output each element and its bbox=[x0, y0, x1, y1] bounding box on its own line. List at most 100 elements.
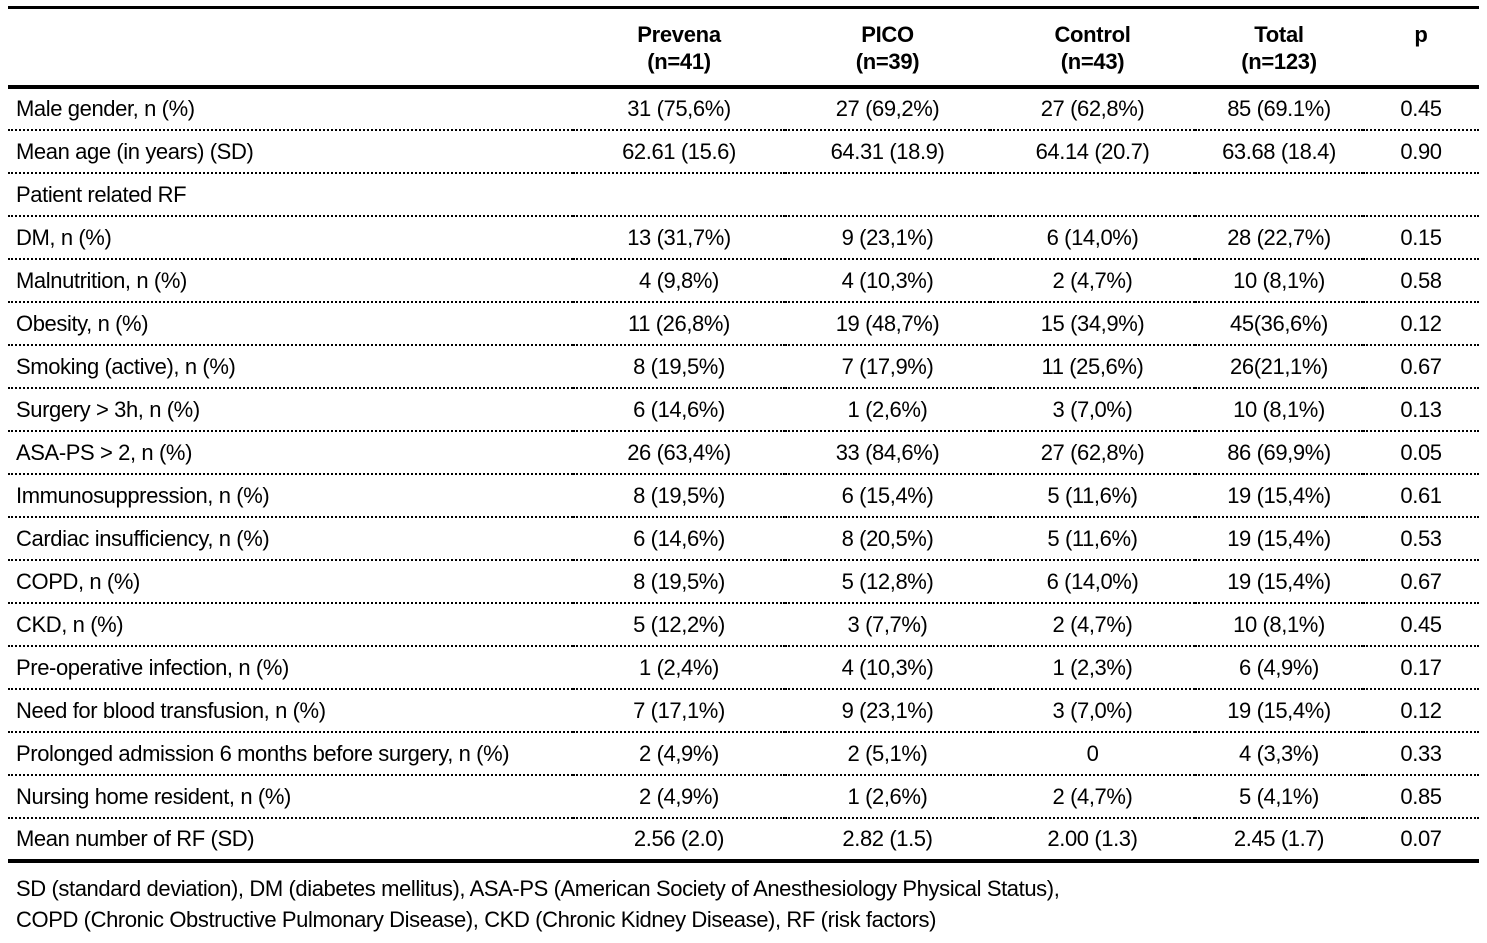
column-header-empty bbox=[8, 8, 573, 88]
table-row: COPD, n (%) 8 (19,5%) 5 (12,8%) 6 (14,0%) 19… bbox=[8, 560, 1479, 603]
cell-value: 86 (69,9%) bbox=[1227, 439, 1331, 465]
cell-value: 2.82 (1.5) bbox=[842, 826, 933, 851]
cell-value: 6 (14,0%) bbox=[1046, 568, 1139, 594]
table-row: Immunosuppression, n (%) 8 (19,5%) 6 (15,4… bbox=[8, 474, 1479, 517]
cell-value: 0.90 bbox=[1400, 138, 1442, 164]
cell-value: 19 (15,4%) bbox=[1227, 482, 1331, 508]
table-footnote: SD (standard deviation), DM (diabetes me… bbox=[8, 863, 1479, 935]
cell-value: 1 (2,4%) bbox=[639, 654, 719, 680]
cell-value: 9 (23,1%) bbox=[841, 224, 934, 250]
footnote-line-1: SD (standard deviation), DM (diabetes me… bbox=[16, 876, 1060, 901]
cell-value: 0.45 bbox=[1400, 611, 1442, 637]
column-header-label: Total bbox=[1254, 22, 1304, 47]
cell-value bbox=[785, 173, 990, 216]
row-label: Mean number of RF (SD) bbox=[16, 826, 255, 851]
column-header-prevena: Prevena (n=41) bbox=[573, 8, 785, 88]
cell-value: 27 (62,8%) bbox=[1040, 96, 1145, 121]
table-row: Mean number of RF (SD) 2.56 (2.0) 2.82 (1.… bbox=[8, 818, 1479, 861]
table-row: Obesity, n (%) 11 (26,8%) 19 (48,7%) 15 (34… bbox=[8, 302, 1479, 345]
cell-value: 0.45 bbox=[1400, 96, 1442, 121]
cell-value: 6 (14,6%) bbox=[633, 525, 725, 551]
row-label: Nursing home resident, n (%) bbox=[16, 783, 291, 809]
cell-value: 1 (2,6%) bbox=[847, 396, 928, 422]
table-row: Cardiac insufficiency, n (%) 6 (14,6%) 8 (… bbox=[8, 517, 1479, 560]
cell-value: 5 (12,8%) bbox=[841, 568, 934, 594]
cell-value: 4 (3,3%) bbox=[1239, 740, 1319, 766]
table-header: Prevena (n=41) PICO (n=39) Control (n=43) Tota… bbox=[8, 8, 1479, 88]
cell-value: 33 (84,6%) bbox=[835, 439, 940, 465]
cell-value: 0.53 bbox=[1400, 525, 1442, 551]
cell-value: 10 (8,1%) bbox=[1233, 611, 1325, 637]
header-row: Prevena (n=41) PICO (n=39) Control (n=43) Tota… bbox=[8, 8, 1479, 88]
cell-value: 2 (4,7%) bbox=[1052, 611, 1133, 637]
column-header-p: p bbox=[1363, 8, 1479, 88]
cell-value: 2 (5,1%) bbox=[847, 740, 928, 766]
cell-value: 1 (2,6%) bbox=[847, 783, 928, 809]
column-header-label: p bbox=[1414, 22, 1428, 47]
cell-value: 0.67 bbox=[1400, 353, 1442, 379]
cell-value: 0.15 bbox=[1400, 224, 1442, 250]
cell-value: 28 (22,7%) bbox=[1227, 224, 1331, 250]
cell-value: 19 (15,4%) bbox=[1227, 697, 1331, 723]
column-header-control: Control (n=43) bbox=[990, 8, 1195, 88]
table-row: CKD, n (%) 5 (12,2%) 3 (7,7%) 2 (4,7%) 10 (8… bbox=[8, 603, 1479, 646]
row-label: Surgery > 3h, n (%) bbox=[16, 396, 200, 422]
row-label: CKD, n (%) bbox=[16, 611, 124, 637]
cell-value: 26(21,1%) bbox=[1230, 353, 1328, 379]
cell-value: 27 (69,2%) bbox=[835, 96, 940, 121]
row-label: Pre-operative infection, n (%) bbox=[16, 654, 289, 680]
cell-value: 8 (20,5%) bbox=[841, 525, 934, 551]
cell-value: 0.58 bbox=[1400, 267, 1442, 293]
cell-value: 6 (15,4%) bbox=[841, 482, 934, 508]
cell-value: 19 (48,7%) bbox=[835, 310, 940, 336]
cell-value: 13 (31,7%) bbox=[627, 224, 731, 250]
cell-value: 0.05 bbox=[1400, 439, 1442, 465]
cell-value: 64.31 (18.9) bbox=[830, 138, 945, 164]
column-header-n: (n=43) bbox=[1060, 49, 1125, 74]
row-label: Patient related RF bbox=[16, 181, 187, 207]
cell-value: 45(36,6%) bbox=[1230, 310, 1328, 336]
row-label: Cardiac insufficiency, n (%) bbox=[16, 525, 270, 551]
table-row: Mean age (in years) (SD) 62.61 (15.6) 64.3… bbox=[8, 130, 1479, 173]
cell-value bbox=[1195, 173, 1363, 216]
cell-value: 4 (9,8%) bbox=[639, 267, 719, 293]
cell-value: 5 (4,1%) bbox=[1239, 783, 1319, 809]
cell-value: 6 (14,0%) bbox=[1046, 224, 1139, 250]
cell-value: 2 (4,7%) bbox=[1052, 267, 1133, 293]
cell-value: 0.13 bbox=[1400, 396, 1442, 422]
cell-value: 1 (2,3%) bbox=[1052, 654, 1133, 680]
cell-value: 64.14 (20.7) bbox=[1035, 138, 1150, 164]
cell-value: 26 (63,4%) bbox=[627, 439, 731, 465]
row-label: Smoking (active), n (%) bbox=[16, 353, 236, 379]
cell-value bbox=[990, 173, 1195, 216]
footnote-line-2: COPD (Chronic Obstructive Pulmonary Dise… bbox=[16, 907, 937, 932]
column-header-label: PICO bbox=[861, 22, 914, 47]
cell-value bbox=[573, 173, 785, 216]
cell-value: 0.67 bbox=[1400, 568, 1442, 594]
cell-value: 2.45 (1.7) bbox=[1233, 826, 1325, 851]
cell-value: 9 (23,1%) bbox=[841, 697, 934, 723]
row-label: DM, n (%) bbox=[16, 224, 112, 250]
cell-value: 6 (4,9%) bbox=[1239, 654, 1319, 680]
table-row: Surgery > 3h, n (%) 6 (14,6%) 1 (2,6%) 3 (7… bbox=[8, 388, 1479, 431]
risk-factors-table: Prevena (n=41) PICO (n=39) Control (n=43) Tota… bbox=[8, 6, 1479, 863]
cell-value: 15 (34,9%) bbox=[1040, 310, 1145, 336]
cell-value: 0 bbox=[1086, 740, 1099, 766]
row-label: Obesity, n (%) bbox=[16, 310, 149, 336]
row-label: Mean age (in years) (SD) bbox=[16, 138, 254, 164]
cell-value: 19 (15,4%) bbox=[1227, 568, 1331, 594]
cell-value: 5 (12,2%) bbox=[633, 611, 725, 637]
cell-value: 85 (69.1%) bbox=[1227, 96, 1331, 121]
cell-value: 10 (8,1%) bbox=[1233, 267, 1325, 293]
column-header-label: Prevena bbox=[637, 22, 721, 47]
cell-value: 3 (7,0%) bbox=[1052, 697, 1133, 723]
cell-value: 0.17 bbox=[1400, 654, 1442, 680]
column-header-total: Total (n=123) bbox=[1195, 8, 1363, 88]
row-label: Male gender, n (%) bbox=[16, 96, 195, 121]
table-row: Pre-operative infection, n (%) 1 (2,4%) 4 … bbox=[8, 646, 1479, 689]
section-row: Patient related RF bbox=[8, 173, 1479, 216]
table-row: Nursing home resident, n (%) 2 (4,9%) 1 (2… bbox=[8, 775, 1479, 818]
cell-value: 5 (11,6%) bbox=[1047, 482, 1138, 508]
table-row: Male gender, n (%) 31 (75,6%) 27 (69,2%) 27… bbox=[8, 87, 1479, 130]
